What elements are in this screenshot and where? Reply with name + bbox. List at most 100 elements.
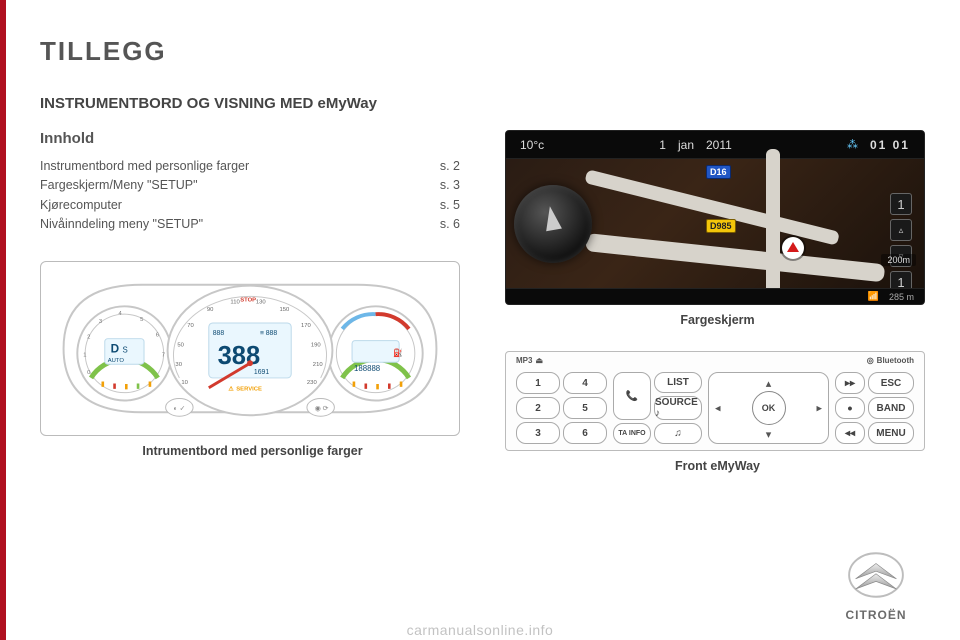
- toc-page: s. 2: [440, 157, 460, 176]
- brand-name: CITROËN: [826, 608, 926, 622]
- down-arrow-icon[interactable]: ▾: [766, 428, 772, 441]
- svg-text:50: 50: [177, 342, 184, 348]
- svg-text:▮: ▮: [148, 380, 152, 387]
- radio-caption: Front eMyWay: [505, 459, 930, 473]
- mp3-icon: MP3: [516, 356, 532, 365]
- compass-icon: [514, 185, 592, 263]
- nav-screen: 10°c 1 jan 2011 ⁂ 01 01: [505, 130, 925, 305]
- nav-status-bar: 10°c 1 jan 2011 ⁂ 01 01: [506, 131, 924, 159]
- up-arrow-icon[interactable]: ▴: [766, 377, 772, 390]
- svg-text:888: 888: [213, 329, 225, 336]
- toc-row: Instrumentbord med personlige farger s. …: [40, 157, 460, 176]
- svg-text:▮: ▮: [136, 382, 140, 389]
- toc-row: Kjørecomputer s. 5: [40, 196, 460, 215]
- mode-button[interactable]: •: [835, 397, 865, 419]
- menu-button[interactable]: MENU: [868, 422, 914, 444]
- list-button[interactable]: LIST: [654, 372, 702, 393]
- svg-text:1691: 1691: [254, 369, 269, 376]
- svg-text:▮: ▮: [364, 382, 368, 389]
- zoom-preset[interactable]: 1: [890, 193, 912, 215]
- esc-button[interactable]: ESC: [868, 372, 914, 394]
- nav-date-month: jan: [678, 138, 694, 152]
- right-arrow-icon[interactable]: ▸: [816, 402, 822, 415]
- toc-label: Nivåinndeling meny "SETUP": [40, 215, 203, 234]
- svg-text:230: 230: [307, 379, 318, 385]
- svg-text:▮: ▮: [387, 382, 391, 389]
- page-subtitle: INSTRUMENTBORD OG VISNING MED eMyWay: [40, 95, 930, 112]
- band-button[interactable]: BAND: [868, 397, 914, 419]
- zoom-in-button[interactable]: ▵: [890, 219, 912, 241]
- svg-text:S: S: [122, 345, 127, 354]
- bluetooth-label: Bluetooth: [877, 356, 914, 365]
- nav-bottom-bar: 📶 285 m: [506, 288, 924, 304]
- svg-text:▮: ▮: [124, 383, 128, 390]
- svg-text:◐ ✓: ◐ ✓: [173, 405, 185, 412]
- svg-text:1: 1: [83, 352, 86, 358]
- toc-page: s. 6: [440, 215, 460, 234]
- preset-button[interactable]: 5: [563, 397, 607, 419]
- toc-page: s. 3: [440, 176, 460, 195]
- brand-logo: CITROËN: [826, 549, 926, 622]
- toc-row: Fargeskjerm/Meny "SETUP" s. 3: [40, 176, 460, 195]
- preset-button[interactable]: 3: [516, 422, 560, 444]
- toc-label: Fargeskjerm/Meny "SETUP": [40, 176, 198, 195]
- svg-text:D: D: [111, 342, 120, 355]
- svg-text:10: 10: [181, 379, 188, 385]
- seek-back-button[interactable]: ◂◂: [835, 422, 865, 444]
- bluetooth-icon: ⁂: [847, 138, 858, 151]
- svg-text:⚠: ⚠: [228, 385, 234, 392]
- source-button[interactable]: SOURCE ♪: [654, 396, 702, 420]
- phone-button[interactable]: 📞: [613, 372, 651, 420]
- nav-temp: 10°c: [520, 138, 544, 152]
- preset-button[interactable]: 4: [563, 372, 607, 394]
- left-arrow-icon[interactable]: ◂: [715, 402, 721, 415]
- toc: Instrumentbord med personlige farger s. …: [40, 157, 460, 235]
- radio-panel: MP3 ⏏ ◎ Bluetooth 1 4 2 5 3 6 📞 LIST: [505, 351, 925, 451]
- toc-page: s. 5: [440, 196, 460, 215]
- svg-text:210: 210: [313, 362, 324, 368]
- ta-info-button[interactable]: TA INFO: [613, 423, 651, 444]
- nav-map: D16 D985 1 ▵ ▿ 1 200m: [506, 159, 924, 288]
- nav-clock: 01 01: [870, 138, 910, 152]
- svg-text:130: 130: [256, 299, 267, 305]
- preset-button[interactable]: 2: [516, 397, 560, 419]
- svg-text:388: 388: [218, 342, 261, 370]
- nav-date-day: 1: [659, 138, 666, 152]
- svg-text:30: 30: [175, 362, 182, 368]
- svg-text:≡ 888: ≡ 888: [260, 329, 278, 336]
- left-red-stripe: [0, 0, 6, 640]
- preset-button[interactable]: 1: [516, 372, 560, 394]
- eject-icon[interactable]: ⏏: [535, 356, 543, 365]
- svg-text:STOP: STOP: [240, 297, 256, 303]
- svg-text:▮: ▮: [352, 380, 356, 387]
- ok-button[interactable]: OK: [752, 391, 786, 425]
- svg-text:2: 2: [87, 334, 90, 340]
- nav-date-year: 2011: [706, 138, 732, 152]
- svg-text:7: 7: [162, 352, 165, 358]
- svg-text:▮: ▮: [101, 380, 105, 387]
- screen-caption: Fargeskjerm: [505, 313, 930, 327]
- instrument-cluster: D S AUTO 01 23 45 67 ▮ ▮ ▮: [40, 261, 460, 436]
- svg-text:▮: ▮: [113, 382, 117, 389]
- music-button[interactable]: ♫: [654, 423, 702, 444]
- svg-text:⛽: ⛽: [393, 347, 403, 357]
- svg-text:170: 170: [301, 322, 312, 328]
- preset-button[interactable]: 6: [563, 422, 607, 444]
- disc-icon: ◎: [867, 356, 874, 365]
- svg-text:AUTO: AUTO: [108, 358, 125, 364]
- road-shield: D16: [706, 165, 731, 179]
- toc-label: Kjørecomputer: [40, 196, 122, 215]
- svg-text:▮: ▮: [376, 383, 380, 390]
- svg-text:SERVICE: SERVICE: [236, 386, 262, 392]
- sat-icon: 📶: [868, 291, 879, 302]
- svg-text:90: 90: [207, 307, 214, 313]
- nav-pad[interactable]: OK ▴ ▾ ◂ ▸: [708, 372, 829, 444]
- vehicle-marker-icon: [782, 237, 804, 259]
- map-scale: 200m: [881, 254, 916, 266]
- seek-fwd-button[interactable]: ▸▸: [835, 372, 865, 394]
- svg-text:110: 110: [230, 299, 240, 305]
- toc-heading: Innhold: [40, 130, 465, 147]
- svg-text:150: 150: [279, 307, 290, 313]
- page-title: TILLEGG: [40, 36, 930, 67]
- nav-distance: 285 m: [889, 292, 914, 302]
